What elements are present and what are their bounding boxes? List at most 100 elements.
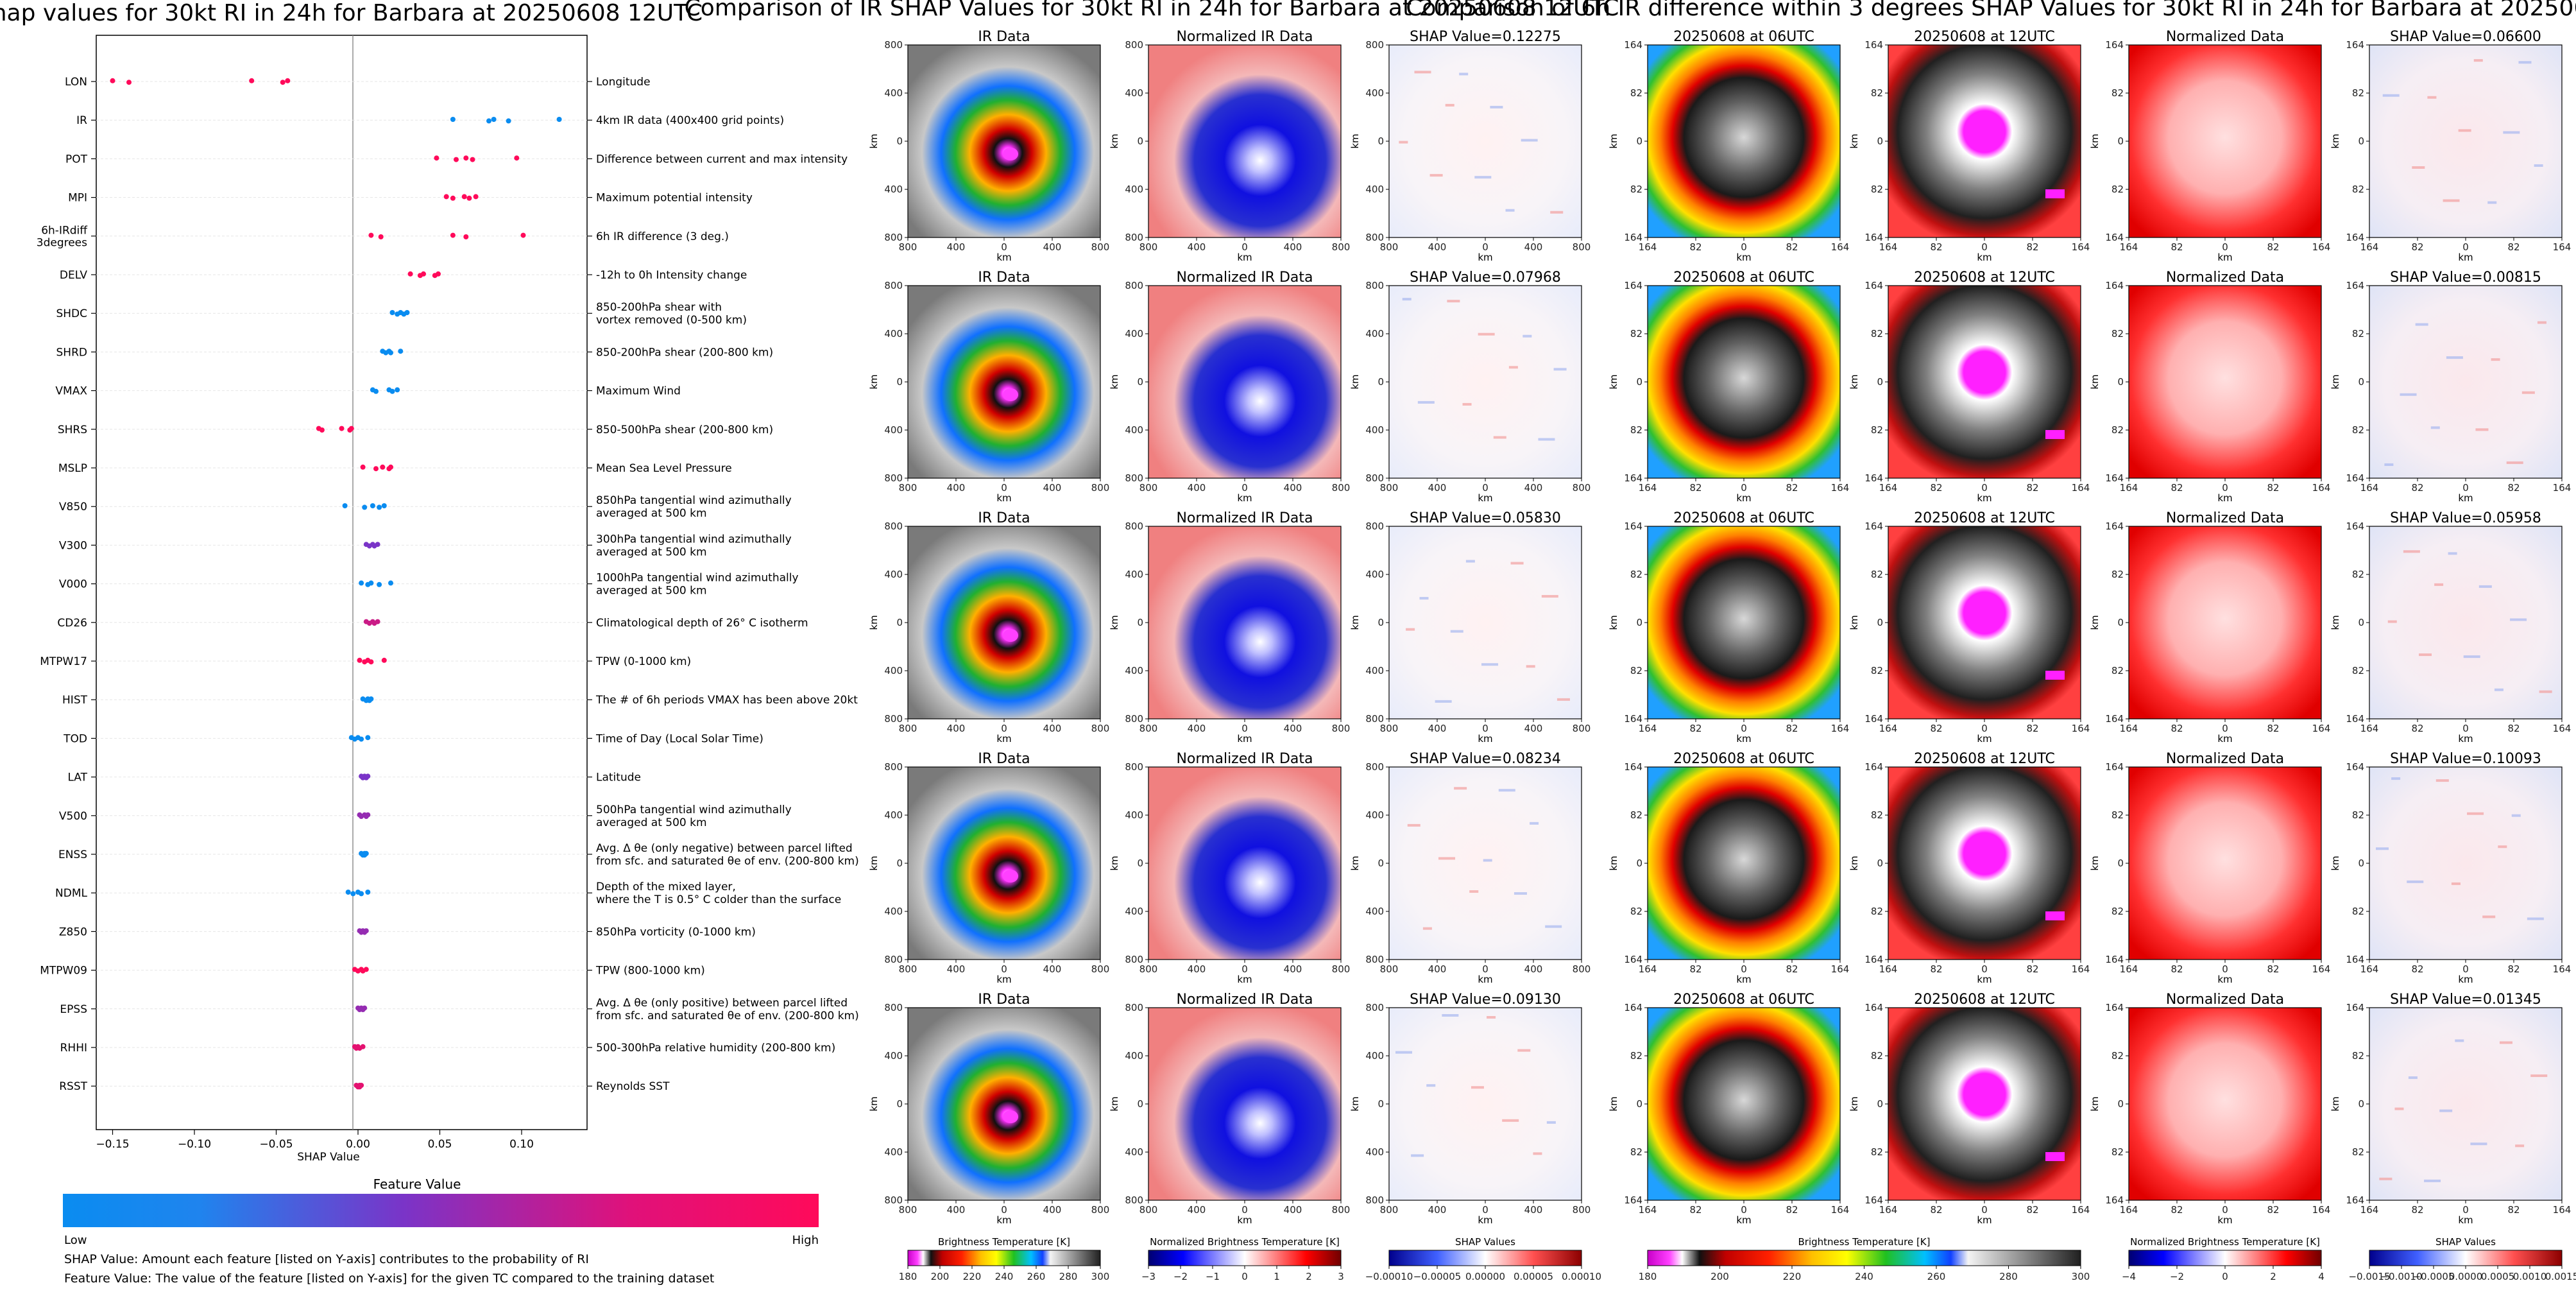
shap-point	[388, 350, 393, 356]
x-tick-label: 82	[1689, 723, 1702, 734]
shap-point	[434, 155, 439, 161]
x-tick-label: 82	[2026, 963, 2038, 975]
y-axis-unit: km	[2089, 856, 2101, 870]
x-tick-label: 164	[1879, 1204, 1898, 1216]
x-tick-label: 0	[1482, 241, 1488, 253]
y-tick-label: 164	[1864, 521, 1883, 532]
shap-speckle	[2463, 655, 2480, 659]
eye-region	[1003, 629, 1018, 642]
shap-point	[359, 580, 364, 586]
shap-speckle	[1417, 401, 1435, 404]
x-axis-unit: km	[996, 733, 1011, 745]
y-axis-unit: km	[1848, 615, 1860, 630]
x-tick-label: 400	[1284, 241, 1302, 253]
feature-description: averaged at 500 km	[596, 816, 707, 829]
y-tick-label: 800	[884, 232, 903, 243]
map-image	[1148, 767, 1341, 960]
shap-row-gridlines	[91, 81, 592, 1087]
map-panel: Normalized Data1641648282008282164164kmk…	[2089, 29, 2330, 263]
colorbar-tick-label: 0.00000	[1465, 1271, 1505, 1282]
x-tick-label: 400	[1188, 482, 1206, 494]
y-tick-label: 400	[1125, 569, 1143, 580]
shap-point	[110, 78, 115, 83]
shap-point	[377, 581, 382, 587]
shap-speckle	[1533, 1152, 1542, 1155]
colorbar: Brightness Temperature [K] 180 200 220 240 26…	[1639, 1236, 2090, 1282]
x-tick-label: 82	[2267, 482, 2279, 494]
shap-speckle	[1438, 857, 1456, 860]
x-tick-label: 164	[1639, 963, 1657, 975]
y-axis-unit: km	[1608, 615, 1619, 630]
x-axis-unit: km	[996, 492, 1011, 504]
y-tick-label: 82	[2111, 1146, 2124, 1158]
shap-speckle	[1541, 595, 1558, 598]
cold-cloud-patch	[2045, 189, 2065, 198]
feature-label: MTPW09	[40, 965, 87, 978]
y-tick-label: 400	[1365, 665, 1384, 676]
x-tick-label: 400	[1524, 241, 1543, 253]
colorbar: SHAP Values−0.0015−0.0010−0.00050.00000.…	[2348, 1236, 2576, 1282]
shap-point	[404, 310, 410, 315]
shap-point	[359, 736, 364, 742]
x-tick-label: 0	[1482, 482, 1488, 494]
feature-description: TPW (800-1000 km)	[595, 965, 705, 978]
shap-point	[350, 891, 356, 897]
shap-speckle	[1407, 823, 1420, 827]
shap-point	[363, 967, 369, 972]
y-axis-unit: km	[1848, 374, 1860, 389]
x-tick-label: 800	[1091, 241, 1110, 253]
y-axis-unit: km	[1848, 1096, 1860, 1111]
x-tick-label: 800	[1332, 963, 1351, 975]
map-panel: SHAP Value=0.079688008004004000040040080…	[1349, 270, 1591, 504]
shap-point	[368, 659, 374, 665]
y-tick-label: 82	[2352, 809, 2364, 821]
map-image	[2369, 1008, 2562, 1200]
x-tick-label: 400	[1043, 1204, 1062, 1216]
y-tick-label: 0	[1877, 376, 1883, 388]
shap-speckle	[1474, 176, 1492, 179]
feature-description: from sfc. and saturated θe of env. (200-…	[596, 855, 859, 868]
shap-point	[126, 80, 132, 85]
y-tick-label: 0	[1137, 857, 1143, 869]
x-tick-label: 82	[2026, 723, 2038, 734]
x-tick-label: 82	[2171, 482, 2183, 494]
x-tick-label: 164	[2312, 963, 2331, 975]
shap-speckle	[2503, 131, 2520, 134]
shap-point	[473, 194, 479, 200]
map-panel: Normalized Data1641648282008282164164kmk…	[2089, 751, 2330, 985]
map-image	[2369, 45, 2562, 237]
x-tick-label: −0.15	[96, 1138, 129, 1151]
shap-speckle	[1483, 859, 1492, 862]
map-panel: Normalized Data1641648282008282164164kmk…	[2089, 270, 2330, 504]
shap-point	[506, 118, 511, 124]
shap-speckle	[1442, 1014, 1459, 1017]
x-axis-unit: km	[2458, 492, 2473, 504]
y-tick-label: 800	[884, 761, 903, 773]
x-tick-label: 800	[1332, 482, 1351, 494]
y-tick-label: 0	[1137, 617, 1143, 628]
x-tick-label: 800	[899, 963, 917, 975]
y-tick-label: 82	[1871, 906, 1883, 917]
shap-speckle	[1422, 927, 1432, 930]
colorbar-tick-label: 260	[1927, 1271, 1946, 1282]
x-axis-unit: km	[1237, 733, 1252, 745]
x-tick-label: 800	[899, 241, 917, 253]
y-tick-label: 0	[896, 135, 903, 147]
x-tick-label: 164	[1831, 1204, 1850, 1216]
x-tick-label: 0	[1741, 241, 1747, 253]
shap-point	[285, 78, 291, 83]
shap-point	[407, 271, 413, 277]
map-image	[1888, 767, 2081, 960]
x-tick-label: 82	[2507, 723, 2520, 734]
x-tick-label: 400	[1524, 1204, 1543, 1216]
panel-title: Normalized IR Data	[1176, 510, 1313, 526]
image-grids: IR Data80080040040000400400800800kmkmNor…	[868, 29, 2571, 1226]
y-axis-unit: km	[1349, 374, 1361, 389]
x-tick-label: 800	[899, 482, 917, 494]
map-panel: Normalized Data1641648282008282164164kmk…	[2089, 992, 2330, 1226]
y-tick-label: 164	[2346, 280, 2364, 291]
x-tick-label: 164	[1831, 241, 1850, 253]
x-tick-label: 0.10	[509, 1138, 534, 1151]
y-tick-label: 800	[1365, 1194, 1384, 1206]
x-tick-label: 164	[1639, 723, 1657, 734]
